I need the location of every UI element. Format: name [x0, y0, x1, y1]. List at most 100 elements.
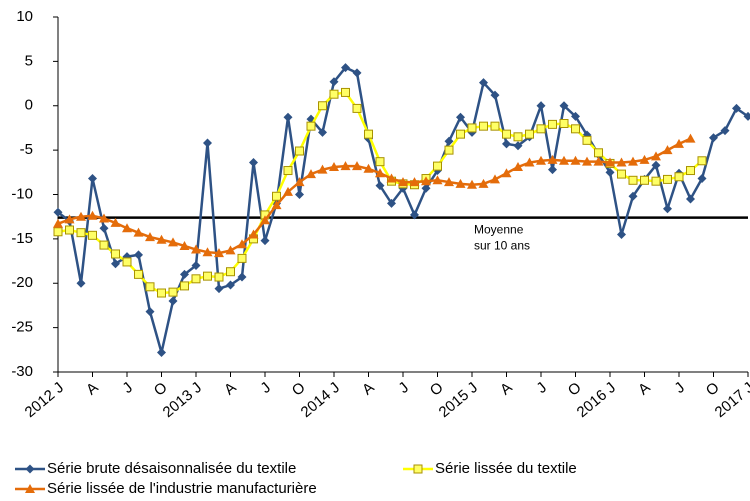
point [99, 213, 109, 223]
x-tick-label: 2015 J [436, 379, 481, 421]
x-tick-label: J [671, 379, 688, 397]
point [525, 129, 534, 139]
point [168, 287, 178, 297]
point [283, 112, 293, 122]
point [180, 269, 189, 279]
point [617, 229, 626, 239]
point [341, 87, 350, 97]
point [156, 234, 167, 244]
point [398, 177, 408, 187]
point [617, 169, 626, 179]
point [536, 124, 546, 134]
point [352, 161, 362, 171]
x-tick-label: J [257, 379, 274, 397]
point [582, 135, 592, 145]
point [502, 139, 511, 149]
point [179, 240, 190, 250]
point [628, 175, 638, 185]
reference-label: Moyenne [474, 223, 524, 237]
point [317, 164, 328, 174]
point [524, 157, 535, 167]
point [180, 281, 189, 291]
point [502, 129, 511, 139]
point [387, 198, 396, 208]
point [432, 175, 443, 185]
point [134, 250, 143, 260]
point [329, 77, 339, 87]
point [271, 200, 282, 210]
point [559, 155, 569, 165]
point [662, 145, 673, 155]
point [444, 136, 454, 146]
point [490, 90, 500, 100]
point [99, 223, 109, 233]
point [134, 269, 143, 279]
point [663, 174, 672, 184]
point [76, 211, 86, 221]
point [421, 183, 431, 193]
legend-label: Série brute désaisonnalisée du textile [47, 460, 296, 477]
legend-label: Série lissée de l'industrie manufacturiè… [47, 480, 317, 497]
point [685, 133, 696, 143]
point [157, 347, 166, 357]
point [272, 191, 281, 201]
point [570, 155, 581, 165]
series-line [57, 66, 749, 353]
point [548, 165, 557, 175]
legend-label: Série lissée du textile [435, 460, 577, 477]
y-tick-label: -25 [11, 319, 33, 336]
point [444, 145, 454, 155]
point [122, 223, 132, 233]
point [237, 239, 247, 249]
point [410, 210, 419, 220]
point [720, 126, 730, 136]
point [76, 228, 86, 238]
point [674, 138, 684, 148]
point [191, 274, 201, 284]
point [467, 123, 477, 133]
point [65, 225, 74, 235]
point [375, 181, 385, 191]
y-tick-label: -30 [11, 363, 33, 380]
point [421, 176, 431, 186]
point [467, 179, 477, 189]
point [375, 168, 385, 178]
point [536, 101, 546, 111]
point [594, 148, 603, 158]
point [478, 178, 489, 188]
point [202, 247, 213, 257]
point [479, 121, 488, 131]
point [237, 253, 247, 263]
point [709, 133, 718, 143]
point [53, 218, 63, 228]
point [456, 129, 465, 139]
point [456, 112, 465, 122]
point [364, 129, 373, 139]
point [88, 230, 97, 240]
x-tick-label: A [359, 379, 378, 398]
point [513, 161, 523, 171]
point [571, 124, 580, 134]
x-tick-label: 2013 J [160, 379, 205, 421]
x-tick-label: J [395, 379, 412, 397]
point [260, 236, 270, 246]
x-tick-label: A [83, 379, 102, 398]
x-tick-label: J [119, 379, 136, 397]
point [157, 288, 166, 298]
point [237, 272, 247, 282]
point [110, 217, 121, 227]
point [168, 237, 178, 247]
point [605, 167, 615, 177]
point [352, 103, 362, 113]
point [64, 214, 75, 224]
point [663, 204, 672, 214]
point [697, 156, 707, 166]
point [548, 119, 557, 129]
y-tick-label: 10 [16, 8, 33, 25]
x-tick-label: A [497, 379, 516, 398]
point [651, 160, 661, 170]
legend-marker [413, 464, 423, 474]
point [295, 190, 304, 199]
point [363, 163, 374, 173]
point [593, 156, 604, 166]
